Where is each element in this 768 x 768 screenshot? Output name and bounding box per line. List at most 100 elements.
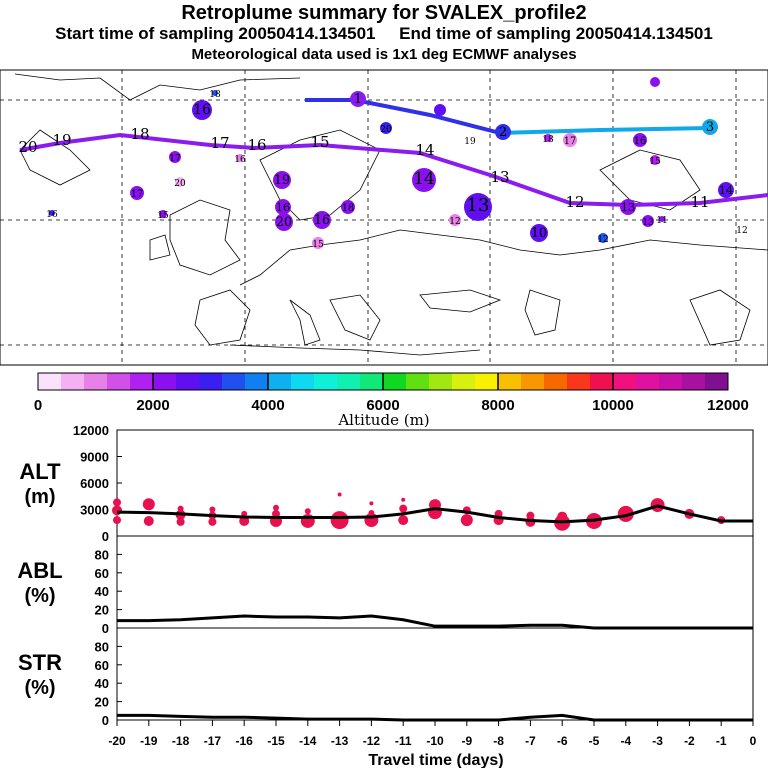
panel-abl: 0 20 40 60 80 ABL(%) xyxy=(17,535,754,636)
colorbar-swatch xyxy=(590,373,614,390)
cluster-label: 12 xyxy=(736,226,747,236)
colorbar-tick-label: 10000 xyxy=(592,397,634,414)
cluster-marker xyxy=(175,177,185,187)
colorbar-swatch xyxy=(337,373,361,390)
x-tick-label: -11 xyxy=(395,734,412,748)
cluster-marker xyxy=(341,200,355,214)
cluster-label: 14 xyxy=(719,184,733,197)
cluster-marker xyxy=(633,133,647,147)
altitude-colorbar: 0 2000 4000 6000 8000 10000 12000 xyxy=(34,372,749,414)
colorbar-swatch xyxy=(636,373,660,390)
y-tick-label: 0 xyxy=(102,713,109,728)
altitude-dot xyxy=(399,504,408,513)
altitude-dot xyxy=(557,511,568,522)
track-day-label: 13 xyxy=(490,168,509,186)
colorbar-tick-label: 0 xyxy=(34,397,42,414)
colorbar-swatch xyxy=(705,373,729,390)
panel-frame xyxy=(116,535,754,629)
coastline-asia xyxy=(689,289,751,346)
panel-ylabel: ABL xyxy=(17,558,62,583)
colorbar-tick-label: 6000 xyxy=(366,397,399,414)
altitude-dot xyxy=(208,517,217,526)
panel-ylabel: ALT xyxy=(19,459,61,484)
x-tick-label: -4 xyxy=(620,734,631,748)
panel-ylabel: STR xyxy=(18,650,62,675)
colorbar-swatch xyxy=(521,373,545,390)
panel-str: 0 20 40 60 80 STR(%) xyxy=(18,627,754,728)
colorbar-swatch xyxy=(429,373,453,390)
cluster-label: 20 xyxy=(174,179,186,189)
x-tick-label: -3 xyxy=(652,734,663,748)
track-marker xyxy=(350,91,366,107)
colorbar-swatch xyxy=(475,373,499,390)
cluster-label: 19 xyxy=(464,137,476,147)
cluster-label: 16 xyxy=(46,210,58,220)
colorbar-swatch xyxy=(567,373,591,390)
y-tick-label: 80 xyxy=(95,639,109,654)
x-tick-label: -14 xyxy=(299,734,317,748)
x-tick-label: -18 xyxy=(172,734,190,748)
altitude-dot xyxy=(398,515,409,526)
altitude-dot xyxy=(273,504,279,511)
x-tick-label: -15 xyxy=(267,734,285,748)
track-day-label: 3 xyxy=(706,120,714,135)
colorbar-swatch xyxy=(153,373,177,390)
coastline-black-sea xyxy=(419,289,502,313)
y-tick-label: 40 xyxy=(95,676,109,691)
colorbar-swatch xyxy=(659,373,683,390)
x-tick-label: -12 xyxy=(363,734,381,748)
map-gridlines xyxy=(0,70,768,365)
altitude-dot xyxy=(142,498,155,511)
cluster-marker xyxy=(312,237,324,249)
coastline-britain xyxy=(169,199,241,276)
colorbar-swatch xyxy=(291,373,315,390)
cluster-marker xyxy=(650,155,660,165)
altitude-dot xyxy=(113,498,121,507)
cluster-marker xyxy=(159,210,167,218)
panel-frame xyxy=(116,627,754,721)
colorbar-swatch xyxy=(38,373,62,390)
upper-track-blue xyxy=(305,98,501,135)
cluster-label: 15 xyxy=(157,211,169,221)
panel-ylabel-unit: (%) xyxy=(24,677,55,699)
y-tick-label: 6000 xyxy=(80,476,109,491)
cluster-marker xyxy=(275,213,293,231)
cluster-label: 15 xyxy=(312,240,324,250)
cluster-marker xyxy=(313,211,331,229)
coastline-north xyxy=(14,73,301,101)
cluster-label: 20 xyxy=(380,125,392,135)
colorbar-swatch xyxy=(268,373,292,390)
cluster-label: 18 xyxy=(542,135,554,145)
x-tick-label: -13 xyxy=(331,734,349,748)
cluster-label: 13 xyxy=(642,218,654,228)
altitude-dot xyxy=(617,505,634,522)
cluster-label: 19 xyxy=(274,172,290,187)
colorbar-swatch xyxy=(84,373,108,390)
x-tick-label: -20 xyxy=(108,734,126,748)
colorbar-swatch xyxy=(130,373,154,390)
y-tick-label: 0 xyxy=(102,621,109,636)
colorbar-swatch xyxy=(199,373,223,390)
x-tick-label: -2 xyxy=(684,734,695,748)
track-day-label: 18 xyxy=(130,125,149,143)
altitude-dot xyxy=(369,501,374,506)
altitude-dot xyxy=(368,510,375,517)
cluster-marker xyxy=(236,154,244,162)
track-day-label: 15 xyxy=(310,133,329,151)
colorbar-swatch xyxy=(498,373,522,390)
cluster-marker xyxy=(434,104,446,116)
y-tick-label: 60 xyxy=(95,658,109,673)
x-tick-label: -8 xyxy=(493,734,504,748)
x-tick-label: -17 xyxy=(204,734,222,748)
coastline-africa xyxy=(229,344,481,356)
y-tick-label: 3000 xyxy=(80,503,109,518)
x-tick-label: -6 xyxy=(557,734,568,748)
coastline-continental xyxy=(239,229,768,286)
x-tick-label: -1 xyxy=(716,734,727,748)
coastline-iberia xyxy=(194,289,251,346)
y-tick-label: 9000 xyxy=(80,450,109,465)
colorbar-swatch xyxy=(314,373,338,390)
cluster-marker xyxy=(49,210,55,216)
